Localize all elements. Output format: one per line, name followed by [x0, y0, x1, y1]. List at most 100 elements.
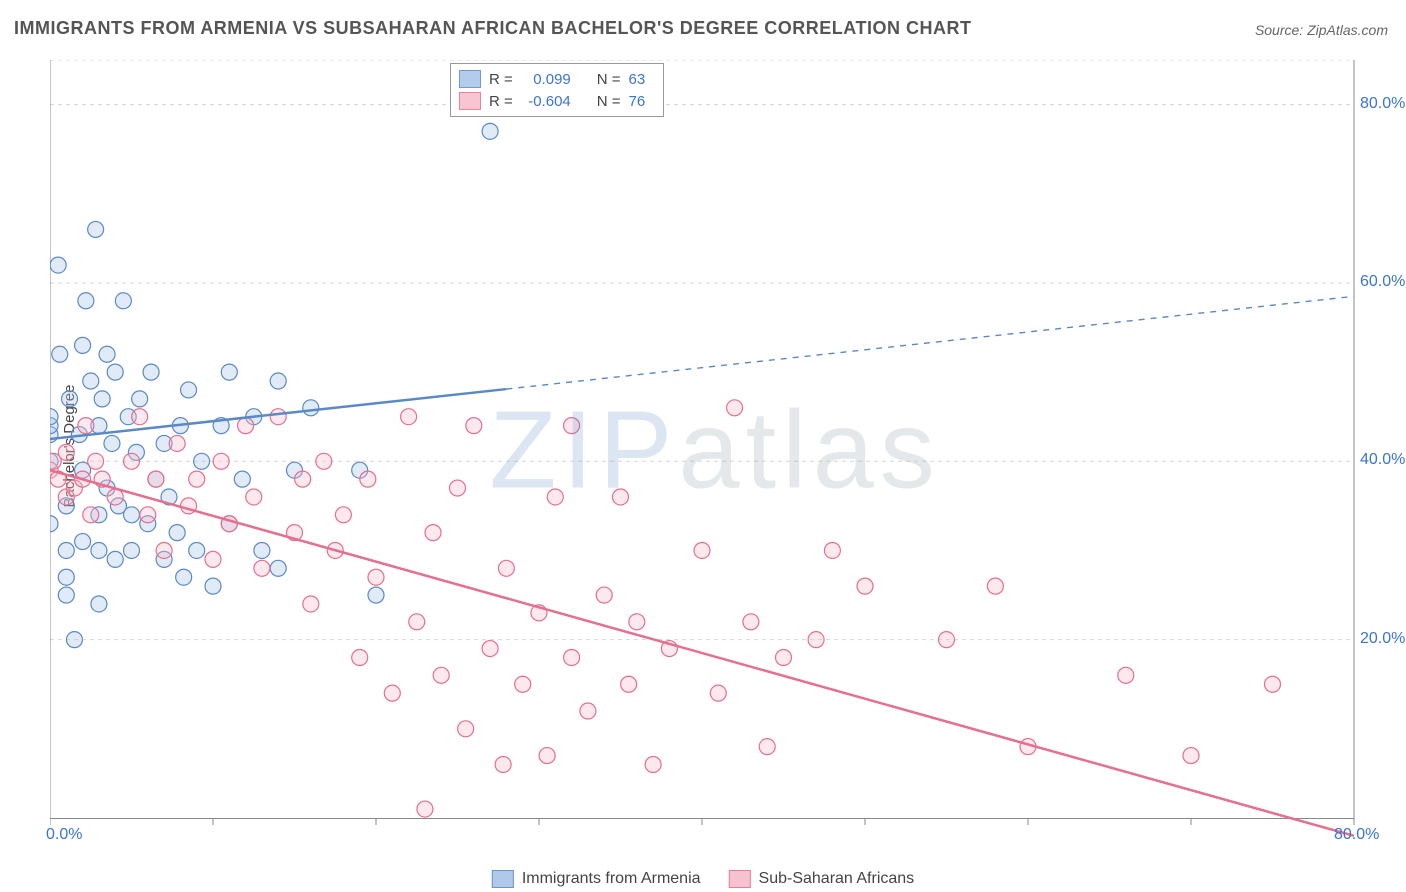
- data-point: [694, 542, 710, 558]
- data-point: [107, 489, 123, 505]
- series-legend: Immigrants from ArmeniaSub-Saharan Afric…: [492, 870, 914, 888]
- data-point: [987, 578, 1003, 594]
- data-point: [316, 453, 332, 469]
- data-point: [78, 293, 94, 309]
- data-point: [498, 560, 514, 576]
- r-label: R =: [489, 71, 513, 88]
- data-point: [368, 587, 384, 603]
- data-point: [303, 400, 319, 416]
- legend-swatch: [492, 870, 514, 888]
- data-point: [759, 739, 775, 755]
- data-point: [205, 551, 221, 567]
- data-point: [824, 542, 840, 558]
- n-label: N =: [597, 71, 621, 88]
- data-point: [88, 221, 104, 237]
- data-point: [83, 507, 99, 523]
- stats-legend-row: R = 0.099 N = 63: [459, 68, 653, 90]
- data-point: [270, 373, 286, 389]
- data-point: [169, 525, 185, 541]
- data-point: [596, 587, 612, 603]
- data-point: [482, 641, 498, 657]
- data-point: [621, 676, 637, 692]
- n-label: N =: [597, 93, 621, 110]
- data-point: [91, 542, 107, 558]
- r-value: 0.099: [521, 71, 571, 88]
- data-point: [99, 346, 115, 362]
- data-point: [425, 525, 441, 541]
- trend-line-extrapolated: [506, 296, 1354, 389]
- data-point: [808, 632, 824, 648]
- data-point: [1118, 667, 1134, 683]
- data-point: [115, 293, 131, 309]
- data-point: [140, 507, 156, 523]
- trend-line: [50, 389, 506, 439]
- data-point: [458, 721, 474, 737]
- legend-item: Sub-Saharan Africans: [729, 870, 915, 888]
- data-point: [124, 542, 140, 558]
- x-tick-label: 80.0%: [1334, 826, 1379, 844]
- r-value: -0.604: [521, 93, 571, 110]
- data-point: [221, 364, 237, 380]
- data-point: [495, 756, 511, 772]
- data-point: [433, 667, 449, 683]
- data-point: [189, 542, 205, 558]
- data-point: [75, 337, 91, 353]
- data-point: [62, 391, 78, 407]
- data-point: [205, 578, 221, 594]
- n-value: 63: [629, 71, 653, 88]
- data-point: [58, 587, 74, 603]
- y-tick-label: 60.0%: [1360, 273, 1405, 291]
- source-prefix: Source:: [1255, 22, 1307, 38]
- data-point: [148, 471, 164, 487]
- data-point: [83, 373, 99, 389]
- data-point: [629, 614, 645, 630]
- data-point: [238, 418, 254, 434]
- y-tick-label: 80.0%: [1360, 95, 1405, 113]
- data-point: [75, 534, 91, 550]
- data-point: [776, 649, 792, 665]
- legend-swatch: [459, 70, 481, 88]
- y-tick-label: 40.0%: [1360, 451, 1405, 469]
- data-point: [450, 480, 466, 496]
- data-point: [132, 391, 148, 407]
- stats-legend: R =0.099N =63R =-0.604N =76: [450, 63, 664, 117]
- data-point: [88, 453, 104, 469]
- watermark: ZIPatlas: [489, 387, 941, 514]
- legend-swatch: [729, 870, 751, 888]
- legend-label: Sub-Saharan Africans: [759, 870, 915, 888]
- data-point: [50, 257, 66, 273]
- data-point: [58, 444, 74, 460]
- source-attribution: Source: ZipAtlas.com: [1255, 22, 1388, 38]
- data-point: [246, 489, 262, 505]
- x-tick-label: 0.0%: [46, 826, 82, 844]
- data-point: [58, 569, 74, 585]
- data-point: [335, 507, 351, 523]
- data-point: [104, 435, 120, 451]
- chart-title: IMMIGRANTS FROM ARMENIA VS SUBSAHARAN AF…: [14, 18, 971, 39]
- data-point: [539, 748, 555, 764]
- data-point: [189, 471, 205, 487]
- data-point: [401, 409, 417, 425]
- data-point: [368, 569, 384, 585]
- chart-plot-area: ZIPatlas R =0.099N =63R =-0.604N =76: [50, 60, 1380, 840]
- data-point: [409, 614, 425, 630]
- r-label: R =: [489, 93, 513, 110]
- data-point: [254, 542, 270, 558]
- data-point: [143, 364, 159, 380]
- data-point: [564, 649, 580, 665]
- data-point: [169, 435, 185, 451]
- stats-legend-row: R =-0.604N =76: [459, 90, 653, 112]
- data-point: [91, 596, 107, 612]
- data-point: [270, 560, 286, 576]
- data-point: [58, 542, 74, 558]
- data-point: [254, 560, 270, 576]
- data-point: [66, 632, 82, 648]
- data-point: [270, 409, 286, 425]
- data-point: [234, 471, 250, 487]
- data-point: [213, 453, 229, 469]
- data-point: [1183, 748, 1199, 764]
- data-point: [295, 471, 311, 487]
- data-point: [107, 551, 123, 567]
- data-point: [176, 569, 192, 585]
- data-point: [482, 123, 498, 139]
